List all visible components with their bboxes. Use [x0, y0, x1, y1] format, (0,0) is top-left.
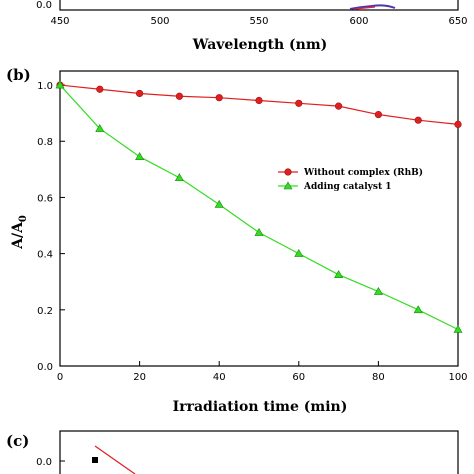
panel-c: (c) 0.0	[6, 430, 459, 474]
legend-label-rhb: Without complex (RhB)	[303, 167, 423, 178]
series-1-point	[294, 249, 304, 257]
panel-b-ytick-label: 0.0	[37, 362, 53, 373]
panel-b-xtick-label: 60	[292, 372, 305, 383]
panel-b-xtick-label: 40	[213, 372, 226, 383]
panel-b-frame	[59, 70, 459, 367]
series-1-point	[214, 199, 224, 208]
panel-b-xlabel: Irradiation time (min)	[173, 399, 348, 415]
series-line-0	[59, 84, 459, 125]
series-1-point	[413, 305, 423, 314]
panel-c-ytick-0: 0.0	[36, 457, 52, 468]
panel-b-ytick-label: 0.2	[37, 306, 53, 317]
series-0-point	[175, 92, 183, 100]
panel-b-xtick-label: 80	[372, 372, 385, 383]
panel-b-ylabel-sub: 0	[18, 215, 29, 222]
panel-b-ticks: 0 20 40 60 80 100 0.0 0.2 0.4 0.6 0.8 1.0	[37, 81, 467, 383]
series-0-point	[295, 99, 303, 107]
panel-a-ytick-0: 0.0	[36, 0, 52, 11]
panel-b-ylabel: A/A0	[10, 215, 29, 250]
legend-marker-catalyst	[283, 181, 293, 190]
series-0-point	[136, 89, 144, 98]
panel-a-xtick-450: 450	[50, 16, 69, 27]
panel-a-spectra-tail	[349, 4, 396, 10]
series-1-point	[95, 123, 105, 132]
panel-b-ytick-label: 1.0	[37, 81, 53, 92]
panel-c-frame	[59, 430, 459, 474]
series-0-point	[414, 116, 422, 124]
panel-b-xtick-label: 100	[448, 372, 467, 383]
panel-c-fit-line	[94, 445, 136, 474]
series-1-point	[373, 286, 383, 295]
series-0-point	[96, 85, 104, 93]
panel-a-xlabel: Wavelength (nm)	[192, 37, 328, 53]
panel-a-spectra-tail-2	[354, 6, 376, 10]
panel-b-label: (b)	[6, 66, 31, 84]
series-0-point	[255, 96, 263, 105]
panel-b-xtick-label: 20	[133, 372, 146, 383]
series-0-point	[454, 120, 462, 128]
panel-c-data-square	[92, 457, 98, 463]
series-1-point	[55, 80, 65, 89]
panel-b-ytick-label: 0.6	[37, 193, 53, 204]
series-line-1	[59, 84, 459, 331]
series-0-point	[374, 110, 383, 119]
panel-b-xtick-label: 0	[57, 372, 63, 383]
panel-c-label: (c)	[6, 432, 29, 450]
panel-b-ytick-label: 0.8	[37, 137, 53, 148]
panel-a-xtick-650: 650	[448, 16, 467, 27]
series-0-point	[215, 94, 223, 102]
panel-a-xtick-500: 500	[150, 16, 169, 27]
series-1-point	[453, 324, 463, 333]
panel-a-xtick-600: 600	[349, 16, 368, 27]
panel-b-series	[55, 80, 463, 333]
series-1-point	[334, 270, 344, 278]
legend-label-catalyst: Adding catalyst 1	[303, 182, 392, 192]
panel-a: 0.0 450 500 550 600 650 Wavelength (nm)	[36, 0, 468, 53]
panel-b-ylabel-main: A/A	[10, 221, 26, 250]
legend: Without complex (RhB) Adding catalyst 1	[278, 167, 423, 192]
panel-a-frame	[59, 0, 459, 11]
series-0-point	[335, 102, 343, 110]
panel-a-xtick-550: 550	[249, 16, 268, 27]
legend-marker-rhb	[284, 168, 292, 176]
series-1-point	[254, 227, 264, 236]
series-1-point	[135, 152, 145, 160]
panel-b-ytick-label: 0.4	[37, 250, 53, 261]
series-1-point	[174, 173, 184, 182]
panel-b: (b) 0 20 40 60 80 100 0.0 0.2 0.4 0.6 0.8 1.0 Witho…	[6, 66, 468, 415]
